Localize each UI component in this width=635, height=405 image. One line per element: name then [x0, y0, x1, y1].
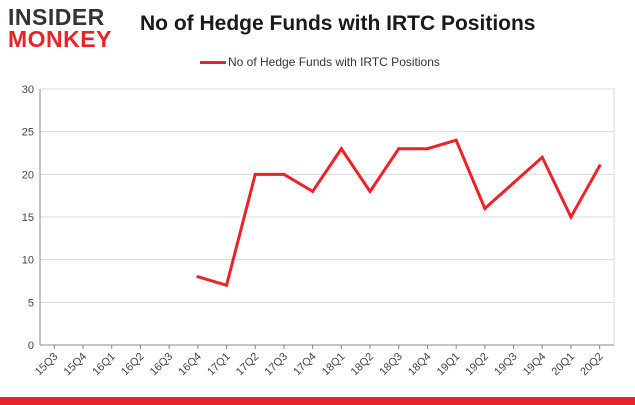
legend: No of Hedge Funds with IRTC Positions — [200, 54, 440, 70]
y-tick-label: 20 — [22, 169, 34, 181]
x-tick-label: 16Q2 — [119, 351, 147, 379]
data-point — [253, 172, 257, 176]
data-point — [282, 172, 286, 176]
x-tick-label: 19Q4 — [521, 351, 549, 379]
data-point — [454, 138, 458, 142]
data-point — [598, 164, 602, 168]
data-point — [368, 189, 372, 193]
data-point — [196, 275, 200, 279]
x-tick-label: 19Q3 — [492, 351, 520, 379]
data-point — [339, 147, 343, 151]
data-point — [397, 147, 401, 151]
y-tick-label: 10 — [22, 255, 34, 267]
x-tick-label: 16Q4 — [176, 351, 204, 379]
y-tick-label: 0 — [28, 340, 34, 352]
data-point — [311, 189, 315, 193]
logo-line2: MONKEY — [8, 26, 112, 52]
y-tick-label: 30 — [22, 84, 34, 96]
x-tick-label: 18Q3 — [377, 351, 405, 379]
x-tick-label: 20Q1 — [550, 351, 578, 379]
data-point — [225, 283, 229, 287]
data-point — [425, 147, 429, 151]
x-tick-label: 17Q1 — [205, 351, 233, 379]
x-tick-label: 18Q1 — [320, 351, 348, 379]
data-point — [512, 181, 516, 185]
x-tick-label: 20Q2 — [578, 351, 606, 379]
x-tick-label: 17Q4 — [291, 351, 319, 379]
series-line — [197, 138, 601, 288]
bottom-accent-bar — [0, 397, 635, 405]
chart-title: No of Hedge Funds with IRTC Positions — [140, 12, 536, 35]
data-point — [483, 206, 487, 210]
y-tick-label: 5 — [28, 297, 34, 309]
x-tick-label: 16Q3 — [148, 351, 176, 379]
x-tick-label: 17Q3 — [263, 351, 291, 379]
logo-line1: INSIDER — [8, 4, 105, 30]
x-tick-label: 19Q2 — [463, 351, 491, 379]
insider-monkey-logo: INSIDER MONKEY — [8, 4, 118, 52]
x-tick-label: 16Q1 — [90, 351, 118, 379]
x-tick-label: 15Q3 — [33, 351, 61, 379]
data-point — [540, 155, 544, 159]
legend-swatch — [200, 60, 226, 64]
x-tick-label: 15Q4 — [62, 351, 90, 379]
y-tick-label: 25 — [22, 127, 34, 139]
x-tick-label: 18Q2 — [349, 351, 377, 379]
data-point — [569, 215, 573, 219]
legend-label: No of Hedge Funds with IRTC Positions — [228, 55, 440, 69]
x-tick-label: 19Q1 — [435, 351, 463, 379]
x-tick-label: 18Q4 — [406, 351, 434, 379]
x-tick-label: 17Q2 — [234, 351, 262, 379]
y-tick-label: 15 — [22, 212, 34, 224]
